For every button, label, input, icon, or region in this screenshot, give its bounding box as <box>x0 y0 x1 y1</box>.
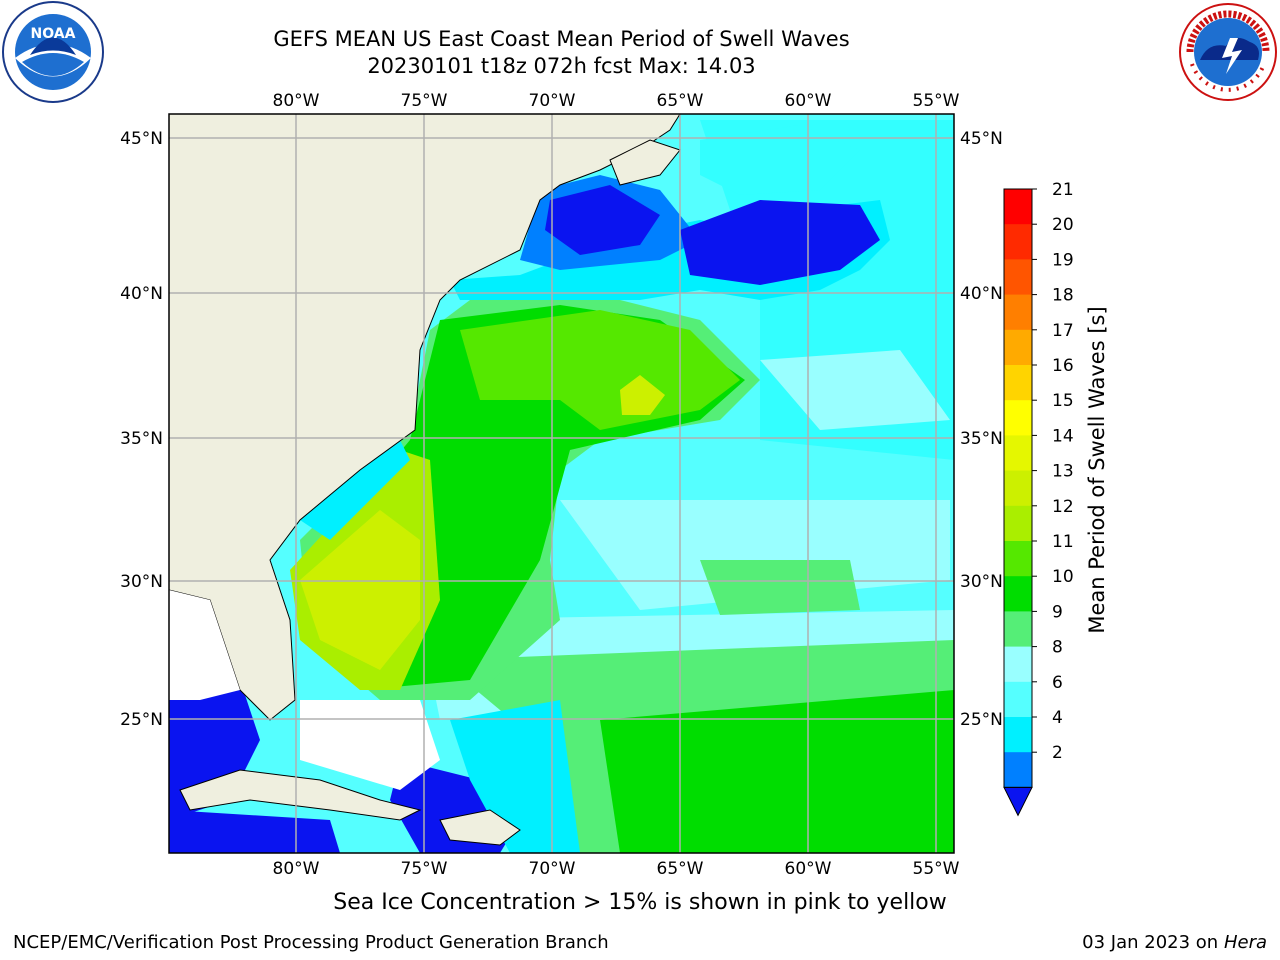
lat-tick-left: 25°N <box>120 710 163 730</box>
chart-subtitle: 20230101 t18z 072h fcst Max: 14.03 <box>367 54 756 78</box>
colorbar-tick-label: 12 <box>1052 497 1074 517</box>
colorbar-tick-label: 2 <box>1052 743 1063 763</box>
colorbar-frame <box>1003 188 1033 788</box>
colorbar-swatch <box>1004 329 1032 366</box>
swell-region-4-6s <box>450 700 580 853</box>
swell-region-13-14s <box>620 375 665 415</box>
colorbar-tick-label: 8 <box>1052 638 1063 658</box>
colorbar-tick-label: 21 <box>1052 180 1074 200</box>
swell-region-11-12s <box>460 310 740 430</box>
lon-tick-bottom: 80°W <box>273 859 320 879</box>
colorbar-swatch <box>1004 611 1032 648</box>
colorbar-swatch <box>1004 400 1032 436</box>
lon-tick-bottom: 70°W <box>529 859 576 879</box>
sea-ice-note: Sea Ice Concentration > 15% is shown in … <box>0 890 1280 915</box>
colorbar-tick-label: 17 <box>1052 321 1074 341</box>
lat-tick-right: 25°N <box>960 710 1003 730</box>
colorbar-tick-label: 13 <box>1052 462 1074 482</box>
swell-region-4-6s <box>300 440 410 540</box>
land-cuba <box>179 769 422 821</box>
no-data-gulf <box>169 590 240 700</box>
lon-tick-bottom: 75°W <box>401 859 448 879</box>
colorbar-tick-label: 15 <box>1052 391 1074 411</box>
noaa-logo: NOAA <box>2 1 104 103</box>
colorbar-label: Mean Period of Swell Waves [s] <box>1085 306 1109 634</box>
chart-title: GEFS MEAN US East Coast Mean Period of S… <box>273 27 850 51</box>
colorbar-swatch <box>1004 224 1032 260</box>
colorbar-tick-label: 10 <box>1052 567 1074 587</box>
lat-tick-left: 45°N <box>120 129 163 149</box>
map-frame <box>168 113 955 854</box>
colorbar-swatch <box>1004 717 1032 753</box>
lon-tick-top: 65°W <box>657 91 704 111</box>
no-data-bahamas <box>300 700 440 790</box>
graticule <box>169 114 954 853</box>
footer-host: Hera <box>1223 932 1267 953</box>
colorbar-tick-label: 19 <box>1052 250 1074 270</box>
colorbar-swatch <box>1004 365 1032 401</box>
lat-tick-left: 30°N <box>120 572 163 592</box>
lon-tick-top: 75°W <box>401 91 448 111</box>
lon-tick-bottom: 65°W <box>657 859 704 879</box>
colorbar-swatch <box>1004 259 1032 296</box>
colorbar-swatch <box>1004 189 1032 225</box>
colorbar-swatch <box>1004 576 1032 612</box>
colorbar-swatch <box>1004 470 1032 507</box>
colorbar-swatch <box>1004 541 1032 577</box>
colorbar-swatch <box>1004 505 1032 542</box>
lon-tick-bottom: 55°W <box>913 859 960 879</box>
colorbar-under-arrow <box>1003 786 1033 817</box>
lat-tick-left: 40°N <box>120 284 163 304</box>
swell-region-under-2s <box>545 185 660 255</box>
lat-tick-right: 40°N <box>960 284 1003 304</box>
colorbar-tick-label: 18 <box>1052 286 1074 306</box>
colorbar-tick-label: 4 <box>1052 708 1063 728</box>
swell-region-13-14s <box>300 510 420 670</box>
lat-tick-right: 30°N <box>960 572 1003 592</box>
lon-tick-top: 55°W <box>913 91 960 111</box>
colorbar-tick-label: 16 <box>1052 356 1074 376</box>
swell-region-10-11s <box>600 690 954 853</box>
swell-region-under-2s <box>680 200 880 285</box>
colorbar-tick-label: 9 <box>1052 602 1063 622</box>
colorbar-swatch <box>1004 435 1032 472</box>
footer-date-text: 03 Jan 2023 on <box>1082 932 1224 953</box>
colorbar: 21 20 19 18 17 16 15 14 13 12 11 10 9 8 6 4 2 <box>1003 180 1074 817</box>
cyan-region <box>700 125 860 195</box>
lat-tick-left: 35°N <box>120 429 163 449</box>
colorbar-swatch <box>1004 294 1032 331</box>
lon-tick-bottom: 60°W <box>785 859 832 879</box>
lon-tick-top: 60°W <box>785 91 832 111</box>
colorbar-tick-label: 6 <box>1052 673 1063 693</box>
colorbar-swatch <box>1004 646 1032 683</box>
land-nova-scotia <box>609 139 681 186</box>
colorbar-tick-label: 20 <box>1052 215 1074 235</box>
footer-credit: NCEP/EMC/Verification Post Processing Pr… <box>13 932 609 953</box>
nws-logo <box>1179 3 1277 101</box>
lon-tick-top: 80°W <box>273 91 320 111</box>
land-hispaniola <box>439 809 521 846</box>
sea-ice-note-text: Sea Ice Concentration > 15% is shown in … <box>333 890 947 915</box>
swell-region-9-10s <box>700 560 860 615</box>
footer-date: 03 Jan 2023 on Hera <box>1082 932 1267 953</box>
colorbar-swatch <box>1004 681 1032 718</box>
colorbar-tick-label: 11 <box>1052 532 1074 552</box>
colorbar-tick-label: 14 <box>1052 426 1074 446</box>
colorbar-swatch <box>1004 752 1032 788</box>
lat-tick-right: 35°N <box>960 429 1003 449</box>
swell-region-under-2s <box>169 810 340 853</box>
lon-tick-top: 70°W <box>529 91 576 111</box>
lat-tick-right: 45°N <box>960 129 1003 149</box>
noaa-logo-text: NOAA <box>31 26 76 42</box>
